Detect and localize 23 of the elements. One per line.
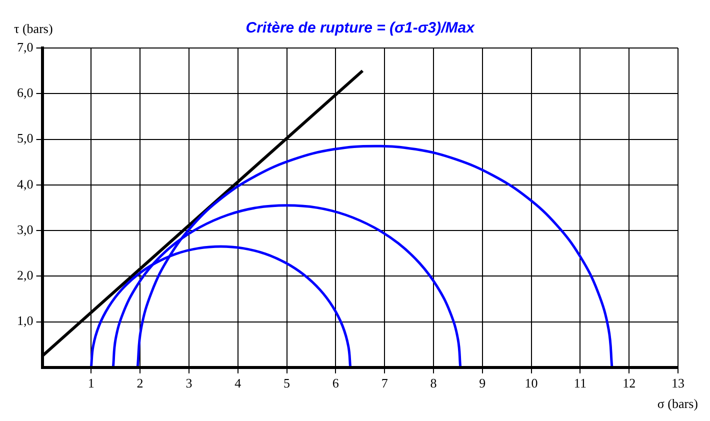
- x-tick-label: 5: [284, 376, 290, 391]
- y-tick-label: 1,0: [17, 313, 34, 328]
- chart-title: Critère de rupture = (σ1-σ3)/Max: [246, 20, 476, 37]
- x-tick-label: 12: [622, 376, 636, 391]
- x-tick-label: 10: [524, 376, 538, 391]
- x-tick-label: 11: [574, 376, 586, 391]
- x-tick-label: 2: [136, 376, 144, 391]
- x-tick-label: 6: [332, 376, 340, 391]
- y-axis-title: τ (bars): [14, 20, 53, 36]
- x-tick-label: 1: [88, 376, 94, 391]
- x-tick-label: 7: [381, 376, 388, 391]
- y-tick-label: 7,0: [17, 39, 34, 54]
- x-axis-title: σ (bars): [657, 396, 698, 411]
- x-tick-label: 13: [672, 376, 684, 391]
- x-tick-label: 4: [234, 376, 242, 391]
- y-tick-label: 3,0: [17, 222, 34, 237]
- y-tick-label: 6,0: [17, 85, 34, 100]
- x-tick-label: 3: [186, 376, 192, 391]
- y-tick-label: 2,0: [17, 268, 34, 283]
- y-tick-label: 4,0: [17, 176, 34, 192]
- x-tick-label: 8: [430, 376, 437, 391]
- x-tick-label: 9: [479, 376, 486, 391]
- y-tick-label: 5,0: [17, 130, 34, 146]
